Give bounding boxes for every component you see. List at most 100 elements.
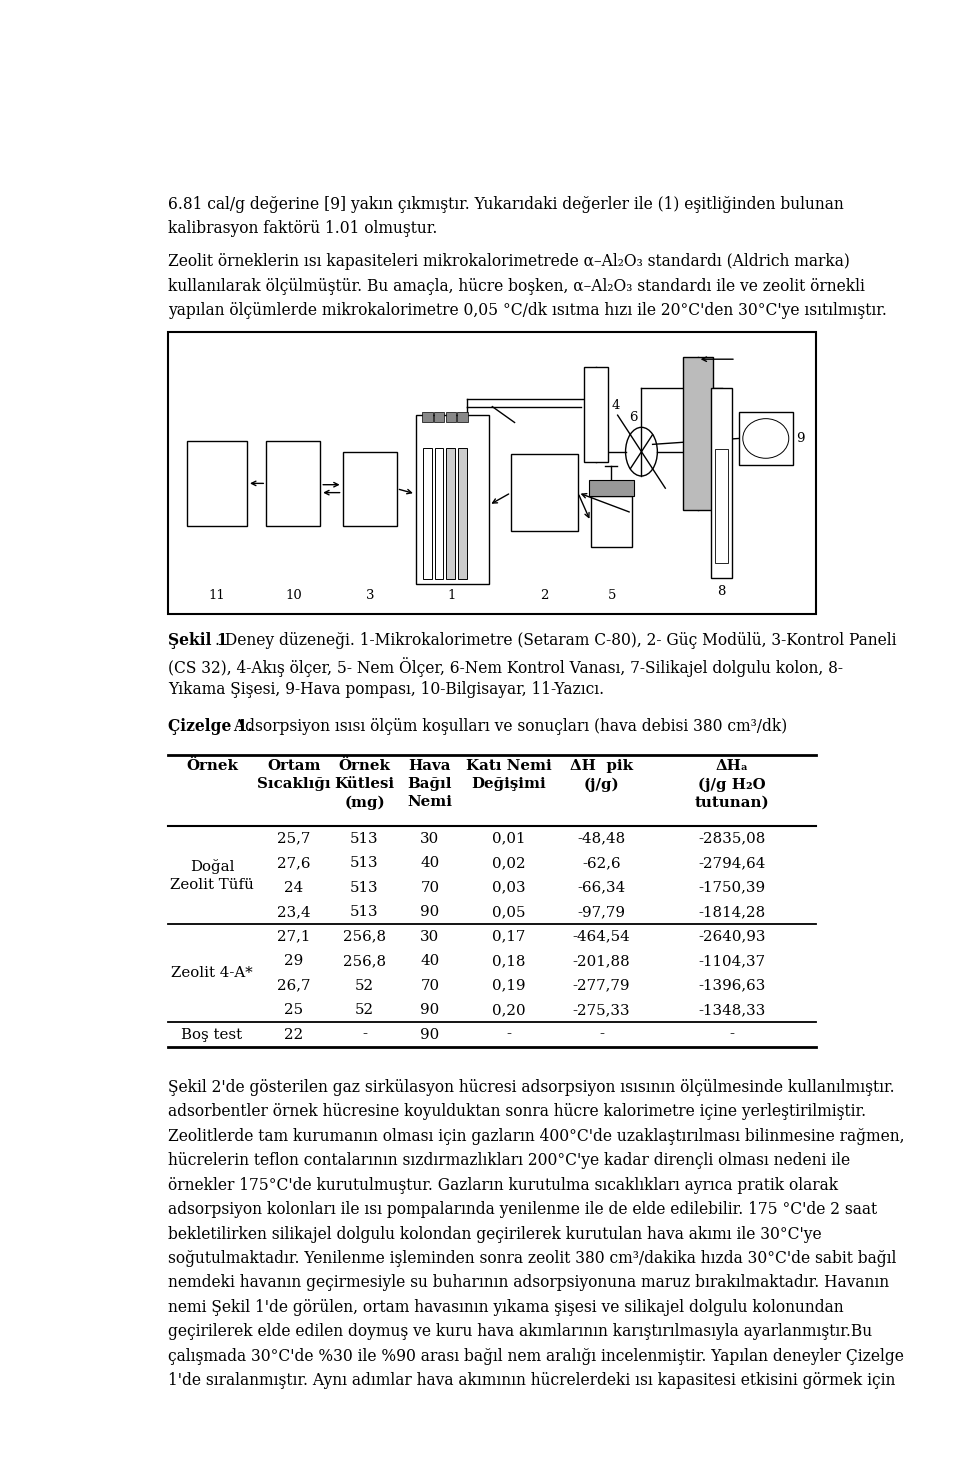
Text: (CS 32), 4-Akış ölçer, 5- Nem Ölçer, 6-Nem Kontrol Vanası, 7-Silikajel dolgulu k: (CS 32), 4-Akış ölçer, 5- Nem Ölçer, 6-N… [168,657,843,677]
Text: 0,02: 0,02 [492,856,526,870]
Text: 0,01: 0,01 [492,831,525,846]
Text: . Deney düzeneği. 1-Mikrokalorimetre (Setaram C-80), 2- Güç Modülü, 3-Kontrol Pa: . Deney düzeneği. 1-Mikrokalorimetre (Se… [215,632,897,649]
Text: 40: 40 [420,856,440,870]
Text: bekletilirken silikajel dolgulu kolondan geçirilerek kurutulan hava akımı ile 30: bekletilirken silikajel dolgulu kolondan… [168,1226,822,1242]
Text: 29: 29 [284,954,303,969]
Text: 513: 513 [350,905,379,918]
Text: 8: 8 [717,586,726,598]
Text: -1104,37: -1104,37 [698,954,765,969]
Text: -2794,64: -2794,64 [698,856,766,870]
Text: 256,8: 256,8 [343,930,386,944]
Text: nemdeki havanın geçirmesiyle su buharının adsorpsiyonuna maruz bırakılmaktadır. : nemdeki havanın geçirmesiyle su buharını… [168,1275,889,1291]
Text: 23,4: 23,4 [277,905,311,918]
Text: 513: 513 [350,831,379,846]
Text: -1396,63: -1396,63 [698,979,766,992]
Text: Çizelge 1.: Çizelge 1. [168,717,252,735]
Text: nemi Şekil 1'de görülen, ortam havasının yıkama şişesi ve silikajel dolgulu kolo: nemi Şekil 1'de görülen, ortam havasının… [168,1299,844,1316]
Bar [168,331,816,614]
Bar [187,441,247,525]
Text: örnekler 175°C'de kurutulmuştur. Gazların kurutulma sıcaklıkları ayrıca pratik o: örnekler 175°C'de kurutulmuştur. Gazları… [168,1177,838,1194]
Text: 0,17: 0,17 [492,930,525,944]
Bar [416,416,489,584]
Text: 0,03: 0,03 [492,880,526,895]
Text: -48,48: -48,48 [577,831,626,846]
Text: -66,34: -66,34 [577,880,626,895]
Text: 40: 40 [420,954,440,969]
Text: 70: 70 [420,979,440,992]
Text: Boş test: Boş test [181,1028,243,1041]
Text: -277,79: -277,79 [573,979,630,992]
Bar [343,451,396,525]
Text: 26,7: 26,7 [277,979,310,992]
Text: -: - [362,1028,367,1041]
Ellipse shape [743,419,789,458]
Text: Zeolitlerde tam kurumanın olması için gazların 400°C'de uzaklaştırılması bilinme: Zeolitlerde tam kurumanın olması için ga… [168,1127,904,1145]
Text: 513: 513 [350,856,379,870]
Bar [445,413,456,423]
Text: -: - [506,1028,512,1041]
Bar [266,441,321,525]
Text: 27,6: 27,6 [277,856,310,870]
Text: 7: 7 [718,419,727,432]
Text: adsorpsiyon kolonları ile ısı pompalarında yenilenme ile de elde edilebilir. 175: adsorpsiyon kolonları ile ısı pompaların… [168,1201,877,1219]
Text: 0,20: 0,20 [492,1003,526,1018]
Text: -: - [599,1028,604,1041]
Bar [588,481,634,495]
Text: adsorbentler örnek hücresine koyulduktan sonra hücre kalorimetre içine yerleştir: adsorbentler örnek hücresine koyulduktan… [168,1103,866,1120]
Text: 90: 90 [420,1003,440,1018]
Text: Ortam
Sıcaklığı: Ortam Sıcaklığı [257,759,330,791]
Text: 30: 30 [420,930,440,944]
Text: -2640,93: -2640,93 [698,930,766,944]
Text: -1750,39: -1750,39 [698,880,765,895]
Bar [446,448,455,580]
Bar [422,413,433,423]
Text: 25: 25 [284,1003,303,1018]
Bar [585,367,609,463]
Bar [715,450,728,563]
Bar [711,389,732,578]
Text: 27,1: 27,1 [277,930,310,944]
Text: Doğal
Zeolit Tüfü: Doğal Zeolit Tüfü [170,859,253,892]
Text: soğutulmaktadır. Yenilenme işleminden sonra zeolit 380 cm³/dakika hızda 30°C'de : soğutulmaktadır. Yenilenme işleminden so… [168,1250,897,1268]
Text: çalışmada 30°C'de %30 ile %90 arası bağıl nem aralığı incelenmiştir. Yapılan den: çalışmada 30°C'de %30 ile %90 arası bağı… [168,1347,904,1365]
Text: 11: 11 [208,589,225,602]
Bar [511,454,578,531]
Bar [434,413,444,423]
Text: Zeolit 4-A*: Zeolit 4-A* [171,966,252,981]
Text: -1348,33: -1348,33 [698,1003,766,1018]
Text: -: - [730,1028,734,1041]
Text: 25,7: 25,7 [277,831,310,846]
Text: 5: 5 [608,589,615,602]
Text: 30: 30 [420,831,440,846]
Text: kullanılarak ölçülmüştür. Bu amaçla, hücre boşken, α–Al₂O₃ standardı ile ve zeol: kullanılarak ölçülmüştür. Bu amaçla, hüc… [168,278,865,294]
Text: -275,33: -275,33 [572,1003,631,1018]
Text: -1814,28: -1814,28 [698,905,765,918]
Text: Yıkama Şişesi, 9-Hava pompası, 10-Bilgisayar, 11-Yazıcı.: Yıkama Şişesi, 9-Hava pompası, 10-Bilgis… [168,682,604,698]
Text: 2: 2 [540,589,548,602]
Text: 4: 4 [612,399,620,411]
Text: Örnek: Örnek [186,759,238,774]
Text: Hava
Bağıl
Nemi: Hava Bağıl Nemi [407,759,452,809]
Text: 0,05: 0,05 [492,905,525,918]
Text: Katı Nemi
Değişimi: Katı Nemi Değişimi [466,759,552,791]
Text: 1: 1 [447,589,456,602]
Text: -62,6: -62,6 [582,856,621,870]
Bar [423,448,432,580]
Text: 24: 24 [284,880,303,895]
Text: 6: 6 [629,411,637,424]
Text: 513: 513 [350,880,379,895]
Text: 0,18: 0,18 [492,954,525,969]
Text: Şekil 2'de gösterilen gaz sirkülasyon hücresi adsorpsiyon ısısının ölçülmesinde : Şekil 2'de gösterilen gaz sirkülasyon hü… [168,1078,895,1096]
Text: Örnek
Kütlesi
(mg): Örnek Kütlesi (mg) [334,759,395,809]
Text: geçirilerek elde edilen doymuş ve kuru hava akımlarının karıştırılmasıyla ayarla: geçirilerek elde edilen doymuş ve kuru h… [168,1324,873,1340]
Text: 52: 52 [355,1003,374,1018]
Bar [683,356,712,510]
Text: 90: 90 [420,905,440,918]
Text: Şekil 1: Şekil 1 [168,632,228,649]
Bar [435,448,444,580]
Text: hücrelerin teflon contalarının sızdırmazlıkları 200°C'ye kadar dirençli olması n: hücrelerin teflon contalarının sızdırmaz… [168,1152,851,1168]
Text: yapılan ölçümlerde mikrokalorimetre 0,05 °C/dk ısıtma hızı ile 20°C'den 30°C'ye : yapılan ölçümlerde mikrokalorimetre 0,05… [168,302,887,319]
Text: kalibrasyon faktörü 1.01 olmuştur.: kalibrasyon faktörü 1.01 olmuştur. [168,220,438,237]
Text: 22: 22 [284,1028,303,1041]
Bar [590,495,632,547]
